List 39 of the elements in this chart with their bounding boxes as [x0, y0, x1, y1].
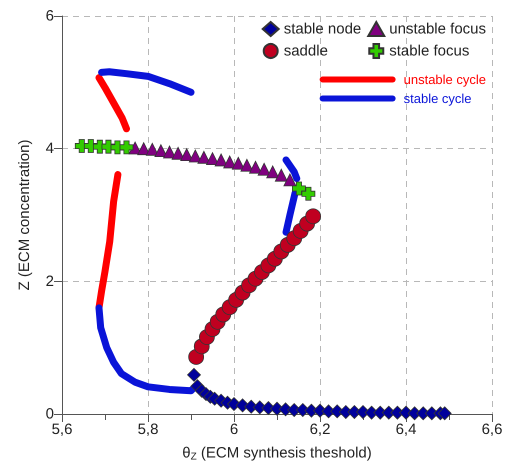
legend-label: stable focus	[389, 42, 470, 60]
point	[266, 165, 280, 178]
y-tick-label: 0	[46, 406, 54, 422]
point	[172, 146, 184, 160]
x-tick-label: 5,8	[138, 421, 158, 438]
point	[305, 208, 322, 224]
y-tick-label: 4	[46, 140, 54, 158]
y-tick-label: 2	[46, 272, 54, 290]
x-tick-label: 6,6	[482, 421, 502, 438]
point	[198, 150, 210, 164]
point	[240, 158, 254, 172]
point	[187, 368, 201, 382]
x-tick-label: 6	[230, 421, 238, 438]
point	[284, 173, 296, 186]
text: unstable cycle	[404, 72, 486, 87]
x-tick-label: 6,2	[310, 421, 330, 438]
point	[214, 154, 228, 166]
point	[163, 146, 176, 158]
point	[137, 142, 150, 156]
point	[188, 150, 202, 162]
point	[232, 156, 245, 170]
point	[154, 144, 168, 158]
point	[258, 162, 270, 176]
point	[223, 156, 236, 168]
point	[438, 406, 452, 420]
y-tick-label: 6	[46, 8, 54, 24]
y-axis-title: Z (ECM concentration)	[16, 140, 33, 290]
point	[301, 186, 316, 201]
point	[180, 148, 194, 162]
text: stable cycle	[404, 91, 472, 106]
point	[274, 168, 288, 182]
legend-label: stable node	[284, 20, 362, 38]
x-tick-label: 6,4	[396, 421, 416, 438]
point	[120, 140, 134, 154]
legend-label: unstable focus	[389, 20, 486, 38]
legend-label: saddle	[284, 42, 328, 60]
point	[206, 152, 219, 166]
x-tick-label: 5,6	[52, 421, 72, 438]
point	[292, 182, 306, 196]
